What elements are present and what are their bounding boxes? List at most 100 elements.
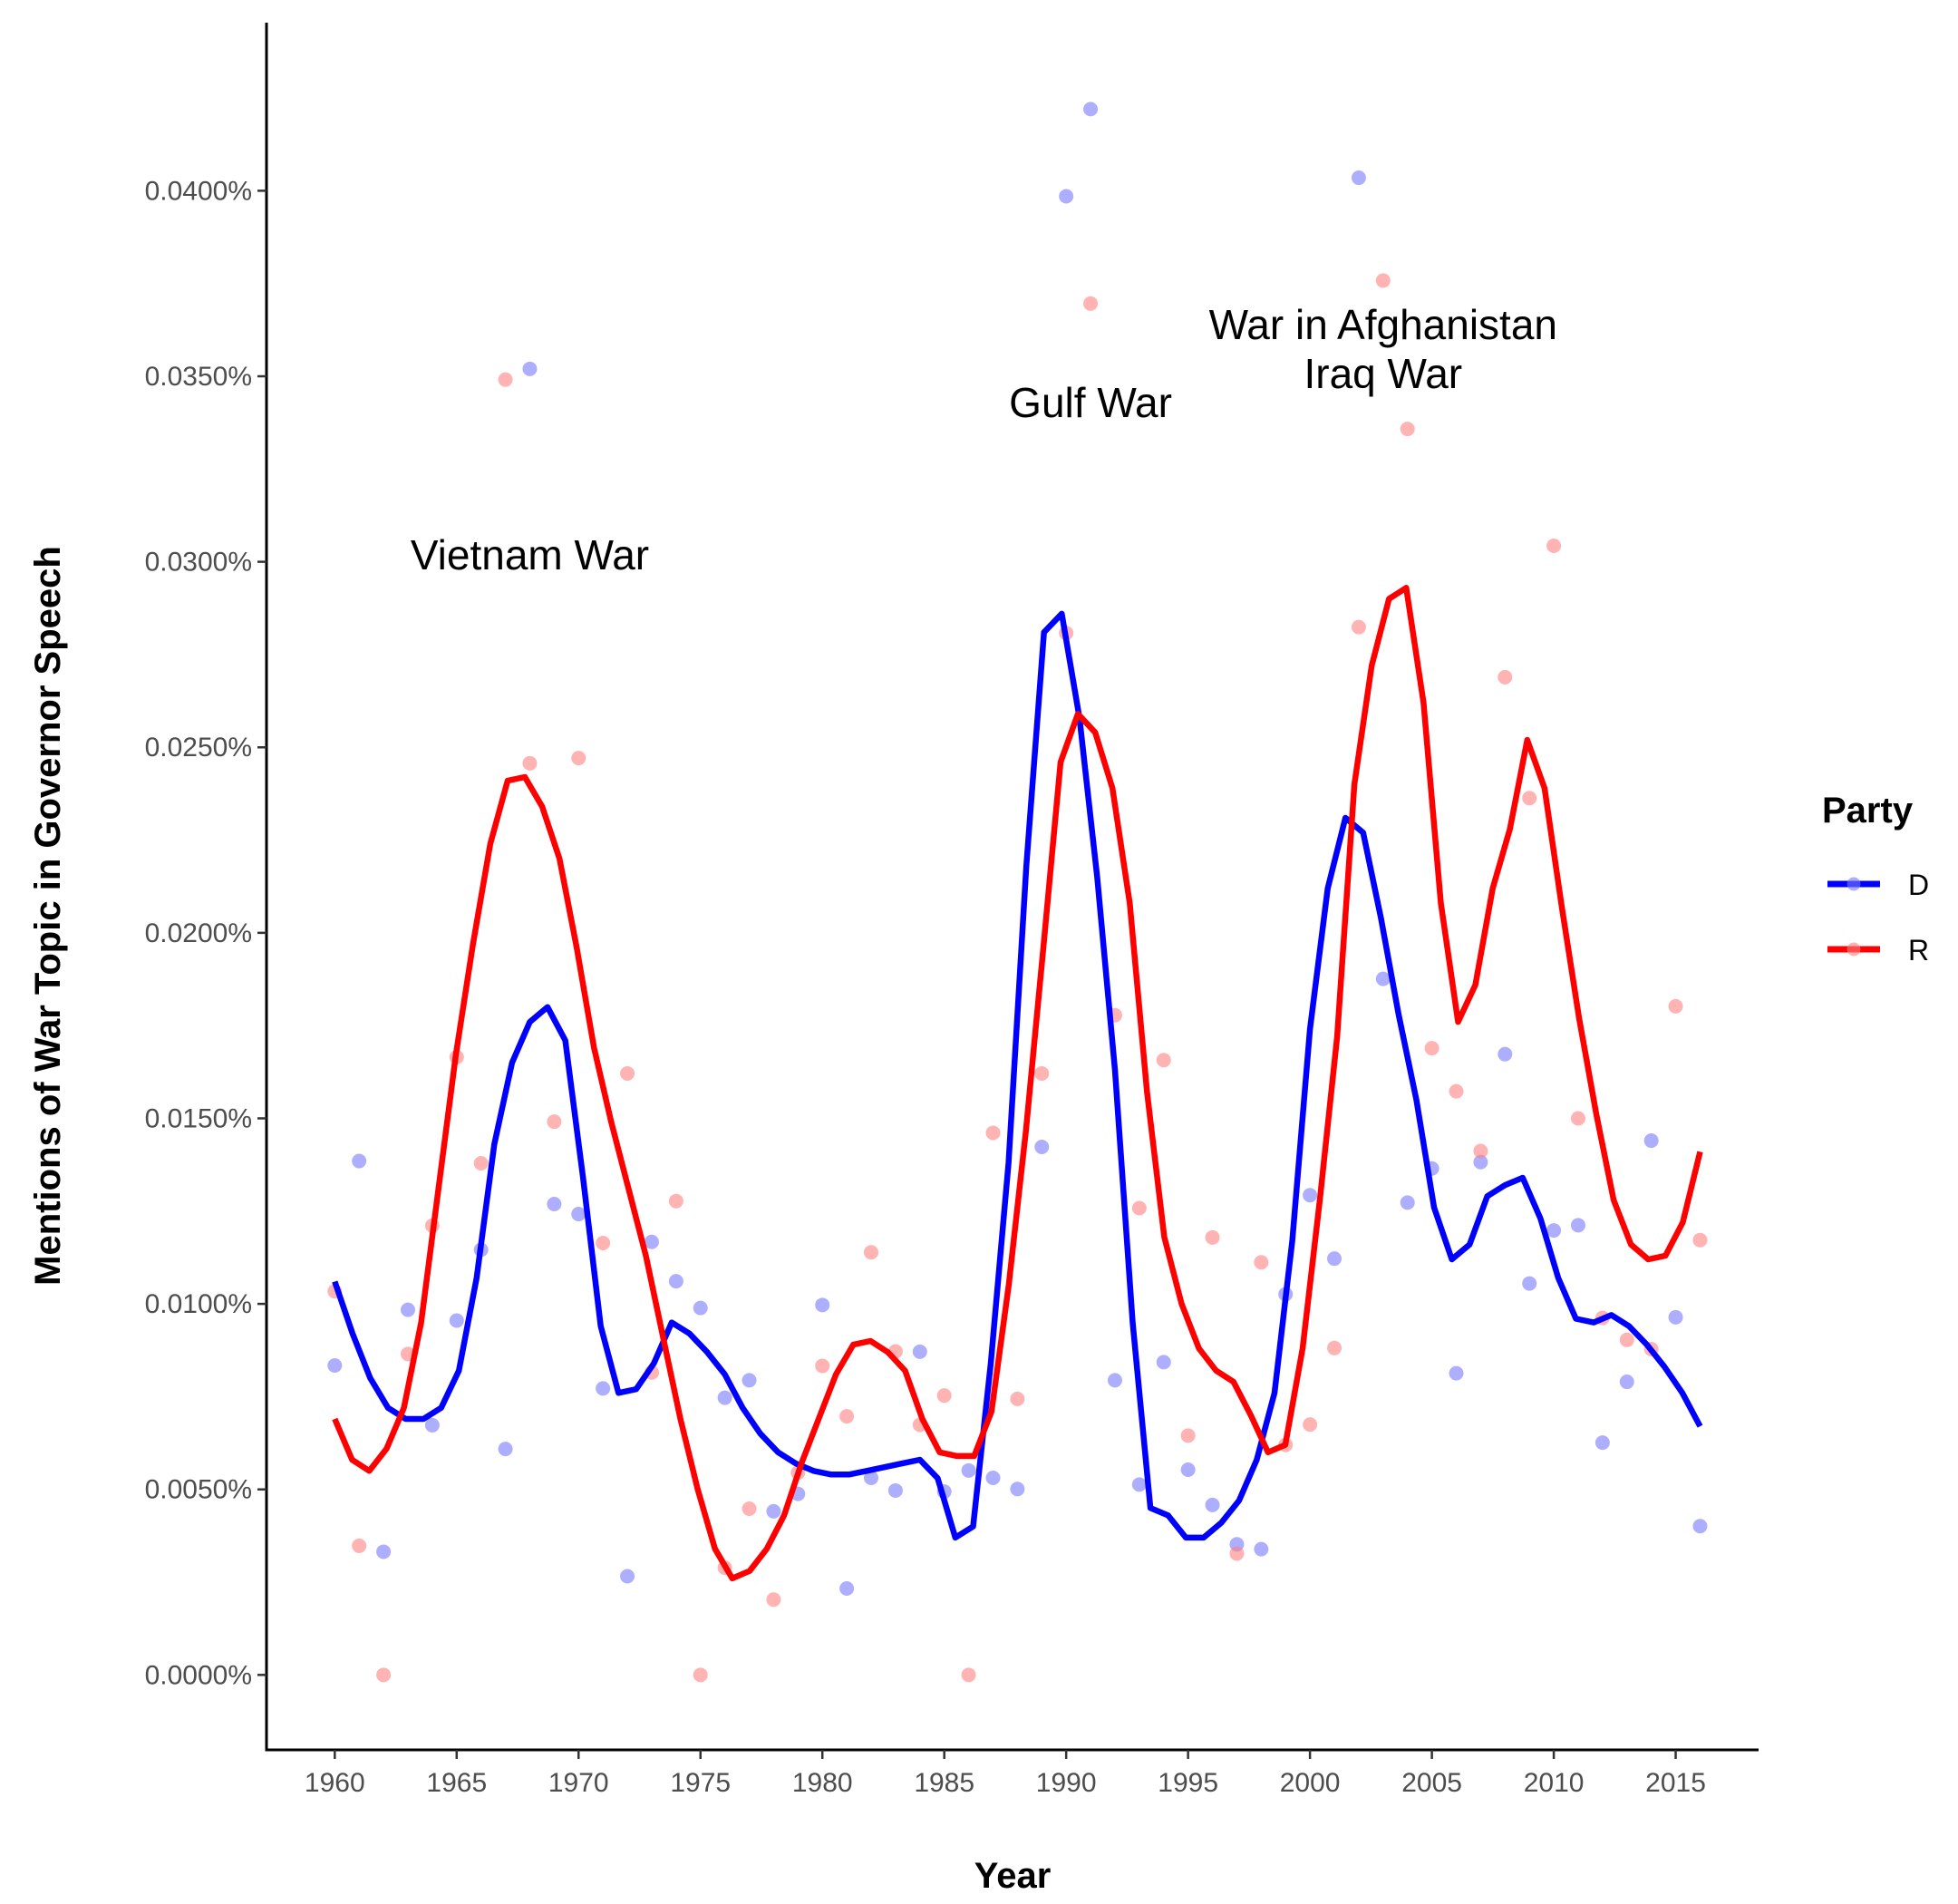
- data-point-r: [596, 1235, 611, 1250]
- data-point-r: [1546, 539, 1562, 554]
- data-point-d: [400, 1302, 415, 1317]
- data-point-d: [693, 1300, 708, 1316]
- x-tick-label: 2010: [1524, 1768, 1585, 1798]
- data-point-r: [547, 1114, 562, 1130]
- data-point-r: [1351, 619, 1366, 635]
- data-point-d: [571, 1207, 586, 1222]
- data-point-r: [352, 1538, 367, 1553]
- y-tick-label: 0.0000%: [145, 1660, 252, 1690]
- y-axis-title: Mentions of War Topic in Governor Speech: [28, 546, 68, 1286]
- data-point-d: [1449, 1365, 1464, 1381]
- data-point-d: [1010, 1481, 1025, 1497]
- data-point-d: [1180, 1462, 1196, 1478]
- data-point-r: [1303, 1417, 1318, 1433]
- data-point-r: [376, 1667, 392, 1683]
- data-point-d: [1131, 1477, 1147, 1492]
- data-point-r: [522, 755, 538, 771]
- legend: Party D R: [1822, 791, 1929, 967]
- data-point-d: [1595, 1435, 1610, 1451]
- data-point-r: [498, 372, 513, 387]
- data-point-r: [936, 1388, 952, 1404]
- data-point-r: [961, 1667, 976, 1683]
- data-point-r: [1692, 1232, 1708, 1248]
- x-tick-label: 1975: [670, 1768, 731, 1798]
- data-point-d: [1570, 1218, 1585, 1233]
- y-axis-ticks: 0.0000% 0.0050% 0.0100% 0.0150% 0.0200% 0.025…: [145, 176, 267, 1690]
- data-point-d: [839, 1580, 855, 1596]
- data-point-d: [1327, 1251, 1342, 1267]
- data-point-d: [547, 1197, 562, 1212]
- x-tick-label: 1965: [426, 1768, 487, 1798]
- legend-title: Party: [1822, 791, 1914, 831]
- data-point-d: [864, 1471, 879, 1486]
- data-point-d: [1643, 1133, 1659, 1149]
- data-point-d: [961, 1462, 976, 1478]
- annotation-label: Iraq War: [1304, 350, 1462, 397]
- data-point-r: [1327, 1340, 1342, 1355]
- data-point-r: [1668, 998, 1683, 1014]
- x-axis-title: Year: [974, 1856, 1052, 1896]
- annotation-label: Vietnam War: [411, 531, 649, 578]
- data-point-r: [1180, 1428, 1196, 1443]
- data-point-d: [1205, 1497, 1220, 1512]
- data-point-r: [742, 1501, 757, 1516]
- legend-entry-d: D: [1827, 869, 1929, 901]
- y-tick-label: 0.0400%: [145, 176, 252, 206]
- data-point-d: [912, 1344, 927, 1359]
- data-point-r: [1156, 1053, 1171, 1068]
- data-point-d: [1692, 1519, 1708, 1534]
- y-tick-label: 0.0150%: [145, 1103, 252, 1133]
- data-point-d: [1375, 971, 1391, 986]
- data-point-d: [1156, 1355, 1171, 1370]
- data-point-r: [1083, 296, 1099, 311]
- data-point-r: [1498, 669, 1513, 685]
- data-point-r: [1473, 1143, 1488, 1159]
- annotation-label: Gulf War: [1009, 379, 1172, 426]
- data-point-r: [766, 1592, 781, 1608]
- data-point-d: [887, 1482, 903, 1498]
- data-point-r: [1619, 1332, 1634, 1347]
- data-point-r: [668, 1193, 683, 1209]
- data-point-d: [1351, 170, 1366, 186]
- data-point-r: [1400, 422, 1415, 437]
- annotations: Vietnam War Gulf War War in AfghanistanIra…: [411, 301, 1557, 578]
- x-axis-ticks: 1960 1965 1970 1975 1980 1985 1990 1995 2000 2005…: [305, 1750, 1706, 1798]
- trend-lines: [332, 585, 1703, 1582]
- data-point-d: [376, 1544, 392, 1559]
- data-point-d: [1400, 1195, 1415, 1210]
- data-point-d: [1059, 189, 1074, 204]
- data-point-r: [1229, 1546, 1245, 1561]
- data-point-r: [1424, 1041, 1439, 1056]
- data-point-r: [1205, 1229, 1220, 1245]
- x-tick-label: 1985: [914, 1768, 974, 1798]
- y-tick-label: 0.0350%: [145, 362, 252, 392]
- data-point-d: [668, 1274, 683, 1289]
- data-point-d: [717, 1390, 732, 1405]
- series-line-d: [332, 610, 1703, 1541]
- x-tick-label: 1960: [305, 1768, 365, 1798]
- data-point-d: [352, 1153, 367, 1169]
- data-point-r: [1010, 1391, 1025, 1406]
- legend-label-r: R: [1908, 934, 1929, 967]
- legend-key-d-point: [1847, 877, 1861, 891]
- data-point-d: [1034, 1139, 1050, 1154]
- data-point-d: [742, 1373, 757, 1388]
- data-point-r: [1131, 1200, 1147, 1216]
- data-point-d: [815, 1297, 830, 1313]
- data-point-d: [1083, 102, 1099, 117]
- y-tick-label: 0.0300%: [145, 548, 252, 578]
- data-point-d: [449, 1313, 464, 1328]
- data-point-r: [571, 751, 586, 766]
- x-tick-label: 2005: [1401, 1768, 1462, 1798]
- legend-key-r-point: [1847, 942, 1861, 957]
- data-point-d: [766, 1503, 781, 1519]
- data-point-r: [1570, 1111, 1585, 1126]
- data-point-d: [1546, 1223, 1562, 1239]
- data-point-d: [596, 1381, 611, 1396]
- x-tick-label: 2000: [1280, 1768, 1341, 1798]
- y-tick-label: 0.0200%: [145, 918, 252, 948]
- data-point-r: [1254, 1255, 1269, 1270]
- y-tick-label: 0.0100%: [145, 1289, 252, 1319]
- data-point-r: [1375, 273, 1391, 288]
- data-point-d: [620, 1569, 635, 1584]
